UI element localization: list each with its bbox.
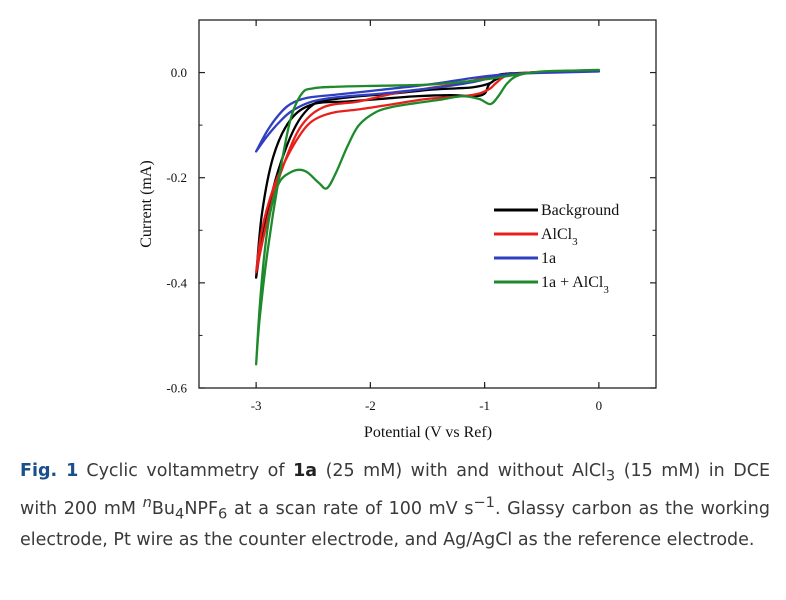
caption-text: (15 mM) in DCE with 200 mM — [20, 461, 770, 519]
y-tick-label: -0.6 — [166, 381, 187, 396]
data-series — [254, 68, 601, 366]
caption-text: NPF — [184, 498, 219, 519]
x-tick-label: 0 — [596, 398, 603, 413]
legend-label: Background — [541, 202, 619, 219]
figure-caption: Fig. 1 Cyclic voltammetry of 1a (25 mM) w… — [20, 458, 770, 553]
caption-subscript: 3 — [605, 467, 616, 485]
plot-frame — [198, 19, 657, 389]
x-tick-label: -1 — [479, 398, 490, 413]
voltammetry-chart: -3 -2 -1 0 0.0 -0.2 -0.4 -0.6 Background AlCl3 1a… — [138, 19, 657, 441]
y-tick-label: -0.4 — [166, 275, 187, 290]
axis-tick-labels: -3 -2 -1 0 0.0 -0.2 -0.4 -0.6 — [166, 65, 602, 413]
caption-subscript: 6 — [218, 504, 228, 522]
legend-label: AlCl3 — [541, 226, 578, 248]
caption-text: Bu — [151, 498, 176, 519]
caption-text: Cyclic voltammetry of — [86, 461, 294, 481]
legend-label: 1a — [541, 250, 556, 267]
axis-ticks — [199, 20, 656, 389]
y-tick-label: -0.2 — [166, 170, 187, 185]
series-line-1a — [254, 70, 601, 153]
caption-figure-label: Fig. 1 — [20, 461, 79, 481]
x-tick-label: -3 — [251, 398, 262, 413]
legend: Background AlCl3 1a 1a + AlCl3 — [494, 202, 619, 296]
series-line-1a-alcl3 — [254, 68, 601, 366]
caption-superscript: −1 — [473, 493, 495, 511]
caption-text: at a scan rate of 100 mV s — [227, 498, 474, 519]
caption-subscript: 4 — [175, 504, 185, 522]
x-axis-title: Potential (V vs Ref) — [364, 424, 492, 441]
caption-text: (25 mM) with and without AlCl — [317, 461, 606, 481]
x-tick-label: -2 — [365, 398, 376, 413]
caption-superscript: n — [142, 493, 152, 511]
caption-text: . Glassy carbon as the working electrode… — [20, 498, 770, 550]
legend-label: 1a + AlCl3 — [541, 274, 609, 296]
y-tick-label: 0.0 — [171, 65, 187, 80]
caption-compound: 1a — [293, 461, 318, 481]
y-axis-title: Current (mA) — [138, 160, 155, 248]
